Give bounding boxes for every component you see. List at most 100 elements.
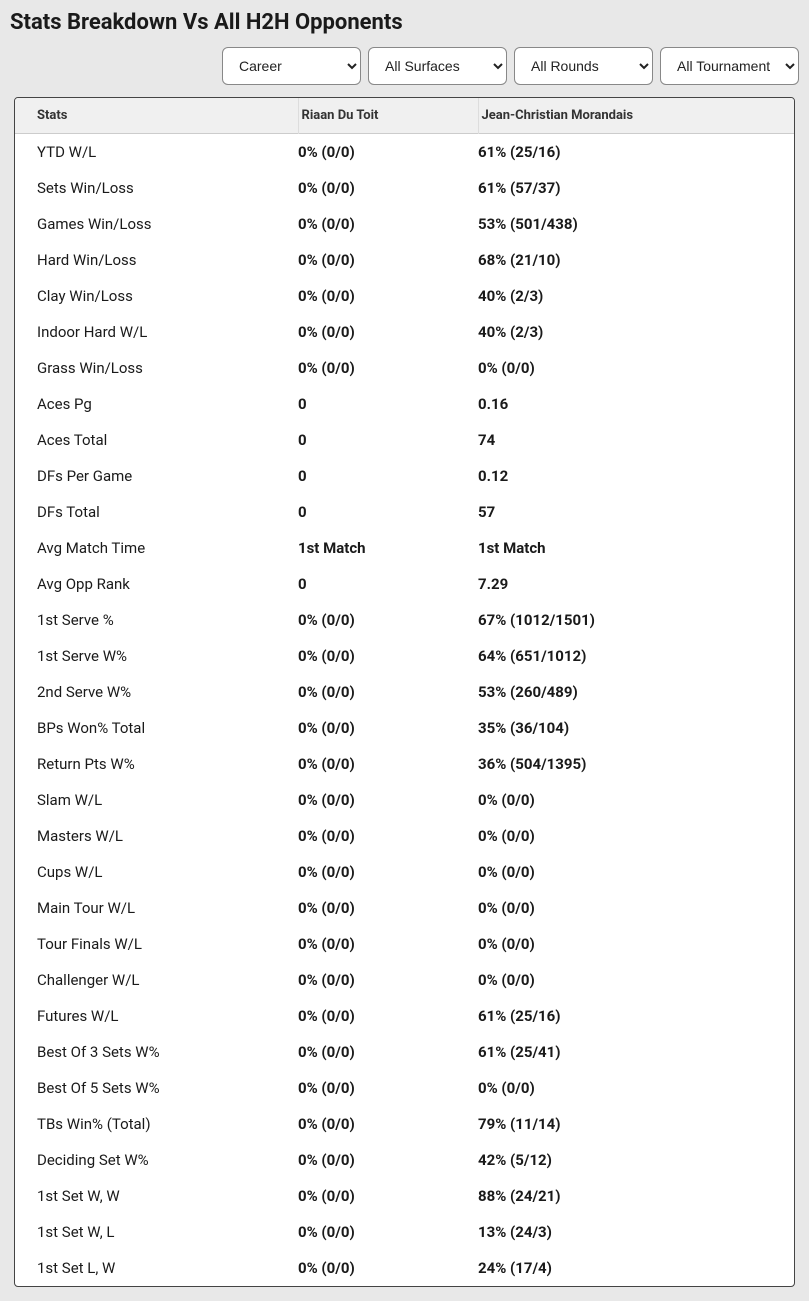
stat-player2-value: 0% (0/0) [478, 350, 794, 386]
stats-table: Stats Riaan Du Toit Jean-Christian Moran… [15, 98, 794, 1286]
stat-player2-value: 1st Match [478, 530, 794, 566]
rounds-select[interactable]: All Rounds [514, 47, 653, 85]
stat-player2-value: 53% (501/438) [478, 206, 794, 242]
table-row: Cups W/L0% (0/0)0% (0/0) [15, 854, 794, 890]
stat-label: Best Of 5 Sets W% [15, 1070, 298, 1106]
stat-player1-value: 0% (0/0) [298, 782, 478, 818]
table-row: Hard Win/Loss0% (0/0)68% (21/10) [15, 242, 794, 278]
table-row: BPs Won% Total0% (0/0)35% (36/104) [15, 710, 794, 746]
stat-label: Challenger W/L [15, 962, 298, 998]
stat-player2-value: 40% (2/3) [478, 314, 794, 350]
page-title: Stats Breakdown Vs All H2H Opponents [0, 0, 809, 43]
stat-player2-value: 0.16 [478, 386, 794, 422]
stat-label: Aces Total [15, 422, 298, 458]
stat-player1-value: 0% (0/0) [298, 998, 478, 1034]
stat-player2-value: 13% (24/3) [478, 1214, 794, 1250]
table-row: 1st Serve W%0% (0/0)64% (651/1012) [15, 638, 794, 674]
stat-label: DFs Total [15, 494, 298, 530]
stat-label: 1st Set W, L [15, 1214, 298, 1250]
stat-player1-value: 0% (0/0) [298, 350, 478, 386]
stat-player1-value: 0% (0/0) [298, 1106, 478, 1142]
stat-player2-value: 57 [478, 494, 794, 530]
stat-player2-value: 0% (0/0) [478, 854, 794, 890]
stat-player1-value: 0% (0/0) [298, 710, 478, 746]
stat-label: 1st Serve % [15, 602, 298, 638]
table-row: TBs Win% (Total)0% (0/0)79% (11/14) [15, 1106, 794, 1142]
table-row: Indoor Hard W/L0% (0/0)40% (2/3) [15, 314, 794, 350]
stat-label: 1st Set L, W [15, 1250, 298, 1286]
header-stats: Stats [15, 98, 298, 134]
tournaments-select[interactable]: All Tournaments [660, 47, 799, 85]
stat-label: Slam W/L [15, 782, 298, 818]
stat-label: Main Tour W/L [15, 890, 298, 926]
stat-player2-value: 68% (21/10) [478, 242, 794, 278]
stat-player1-value: 0% (0/0) [298, 1250, 478, 1286]
stat-player1-value: 0% (0/0) [298, 242, 478, 278]
stat-label: Deciding Set W% [15, 1142, 298, 1178]
stat-player2-value: 67% (1012/1501) [478, 602, 794, 638]
stat-player2-value: 53% (260/489) [478, 674, 794, 710]
stat-player2-value: 36% (504/1395) [478, 746, 794, 782]
career-select[interactable]: Career [222, 47, 361, 85]
table-row: 2nd Serve W%0% (0/0)53% (260/489) [15, 674, 794, 710]
table-row: Clay Win/Loss0% (0/0)40% (2/3) [15, 278, 794, 314]
stat-player1-value: 0% (0/0) [298, 746, 478, 782]
table-row: DFs Total057 [15, 494, 794, 530]
table-row: YTD W/L0% (0/0)61% (25/16) [15, 134, 794, 171]
table-row: DFs Per Game00.12 [15, 458, 794, 494]
stat-player2-value: 0% (0/0) [478, 890, 794, 926]
stat-label: Tour Finals W/L [15, 926, 298, 962]
stat-label: Hard Win/Loss [15, 242, 298, 278]
table-row: 1st Set W, L0% (0/0)13% (24/3) [15, 1214, 794, 1250]
stat-player2-value: 61% (57/37) [478, 170, 794, 206]
filters-row: Career All Surfaces All Rounds All Tourn… [0, 43, 809, 97]
table-row: Aces Total074 [15, 422, 794, 458]
stat-player2-value: 7.29 [478, 566, 794, 602]
stat-player1-value: 0% (0/0) [298, 278, 478, 314]
stat-label: 2nd Serve W% [15, 674, 298, 710]
stat-player2-value: 0% (0/0) [478, 782, 794, 818]
header-player1: Riaan Du Toit [298, 98, 478, 134]
stat-player2-value: 88% (24/21) [478, 1178, 794, 1214]
table-row: Challenger W/L0% (0/0)0% (0/0) [15, 962, 794, 998]
stat-label: Masters W/L [15, 818, 298, 854]
table-row: Slam W/L0% (0/0)0% (0/0) [15, 782, 794, 818]
stat-player1-value: 0% (0/0) [298, 134, 478, 171]
stat-player1-value: 0% (0/0) [298, 1214, 478, 1250]
stat-player2-value: 0% (0/0) [478, 926, 794, 962]
stat-player2-value: 35% (36/104) [478, 710, 794, 746]
table-row: Tour Finals W/L0% (0/0)0% (0/0) [15, 926, 794, 962]
stat-player1-value: 0 [298, 386, 478, 422]
stat-player1-value: 0% (0/0) [298, 674, 478, 710]
table-row: Best Of 3 Sets W%0% (0/0)61% (25/41) [15, 1034, 794, 1070]
stat-player2-value: 0% (0/0) [478, 1070, 794, 1106]
table-row: 1st Set L, W0% (0/0)24% (17/4) [15, 1250, 794, 1286]
stats-table-wrapper: Stats Riaan Du Toit Jean-Christian Moran… [14, 97, 795, 1287]
stat-player2-value: 42% (5/12) [478, 1142, 794, 1178]
stat-label: Games Win/Loss [15, 206, 298, 242]
stat-player2-value: 64% (651/1012) [478, 638, 794, 674]
stat-player1-value: 0 [298, 458, 478, 494]
stat-player1-value: 0 [298, 422, 478, 458]
table-row: Games Win/Loss0% (0/0)53% (501/438) [15, 206, 794, 242]
stat-label: Avg Match Time [15, 530, 298, 566]
stat-player1-value: 0% (0/0) [298, 818, 478, 854]
table-row: Return Pts W%0% (0/0)36% (504/1395) [15, 746, 794, 782]
table-row: Sets Win/Loss0% (0/0)61% (57/37) [15, 170, 794, 206]
stat-label: YTD W/L [15, 134, 298, 171]
stat-label: Futures W/L [15, 998, 298, 1034]
table-row: Avg Opp Rank07.29 [15, 566, 794, 602]
table-row: 1st Serve %0% (0/0)67% (1012/1501) [15, 602, 794, 638]
surfaces-select[interactable]: All Surfaces [368, 47, 507, 85]
stat-player1-value: 1st Match [298, 530, 478, 566]
stat-player1-value: 0% (0/0) [298, 602, 478, 638]
table-row: 1st Set W, W0% (0/0)88% (24/21) [15, 1178, 794, 1214]
table-row: Masters W/L0% (0/0)0% (0/0) [15, 818, 794, 854]
stat-label: 1st Serve W% [15, 638, 298, 674]
table-row: Main Tour W/L0% (0/0)0% (0/0) [15, 890, 794, 926]
stat-player2-value: 79% (11/14) [478, 1106, 794, 1142]
stat-player2-value: 74 [478, 422, 794, 458]
stat-player1-value: 0% (0/0) [298, 1178, 478, 1214]
stat-player2-value: 61% (25/41) [478, 1034, 794, 1070]
stat-player2-value: 40% (2/3) [478, 278, 794, 314]
